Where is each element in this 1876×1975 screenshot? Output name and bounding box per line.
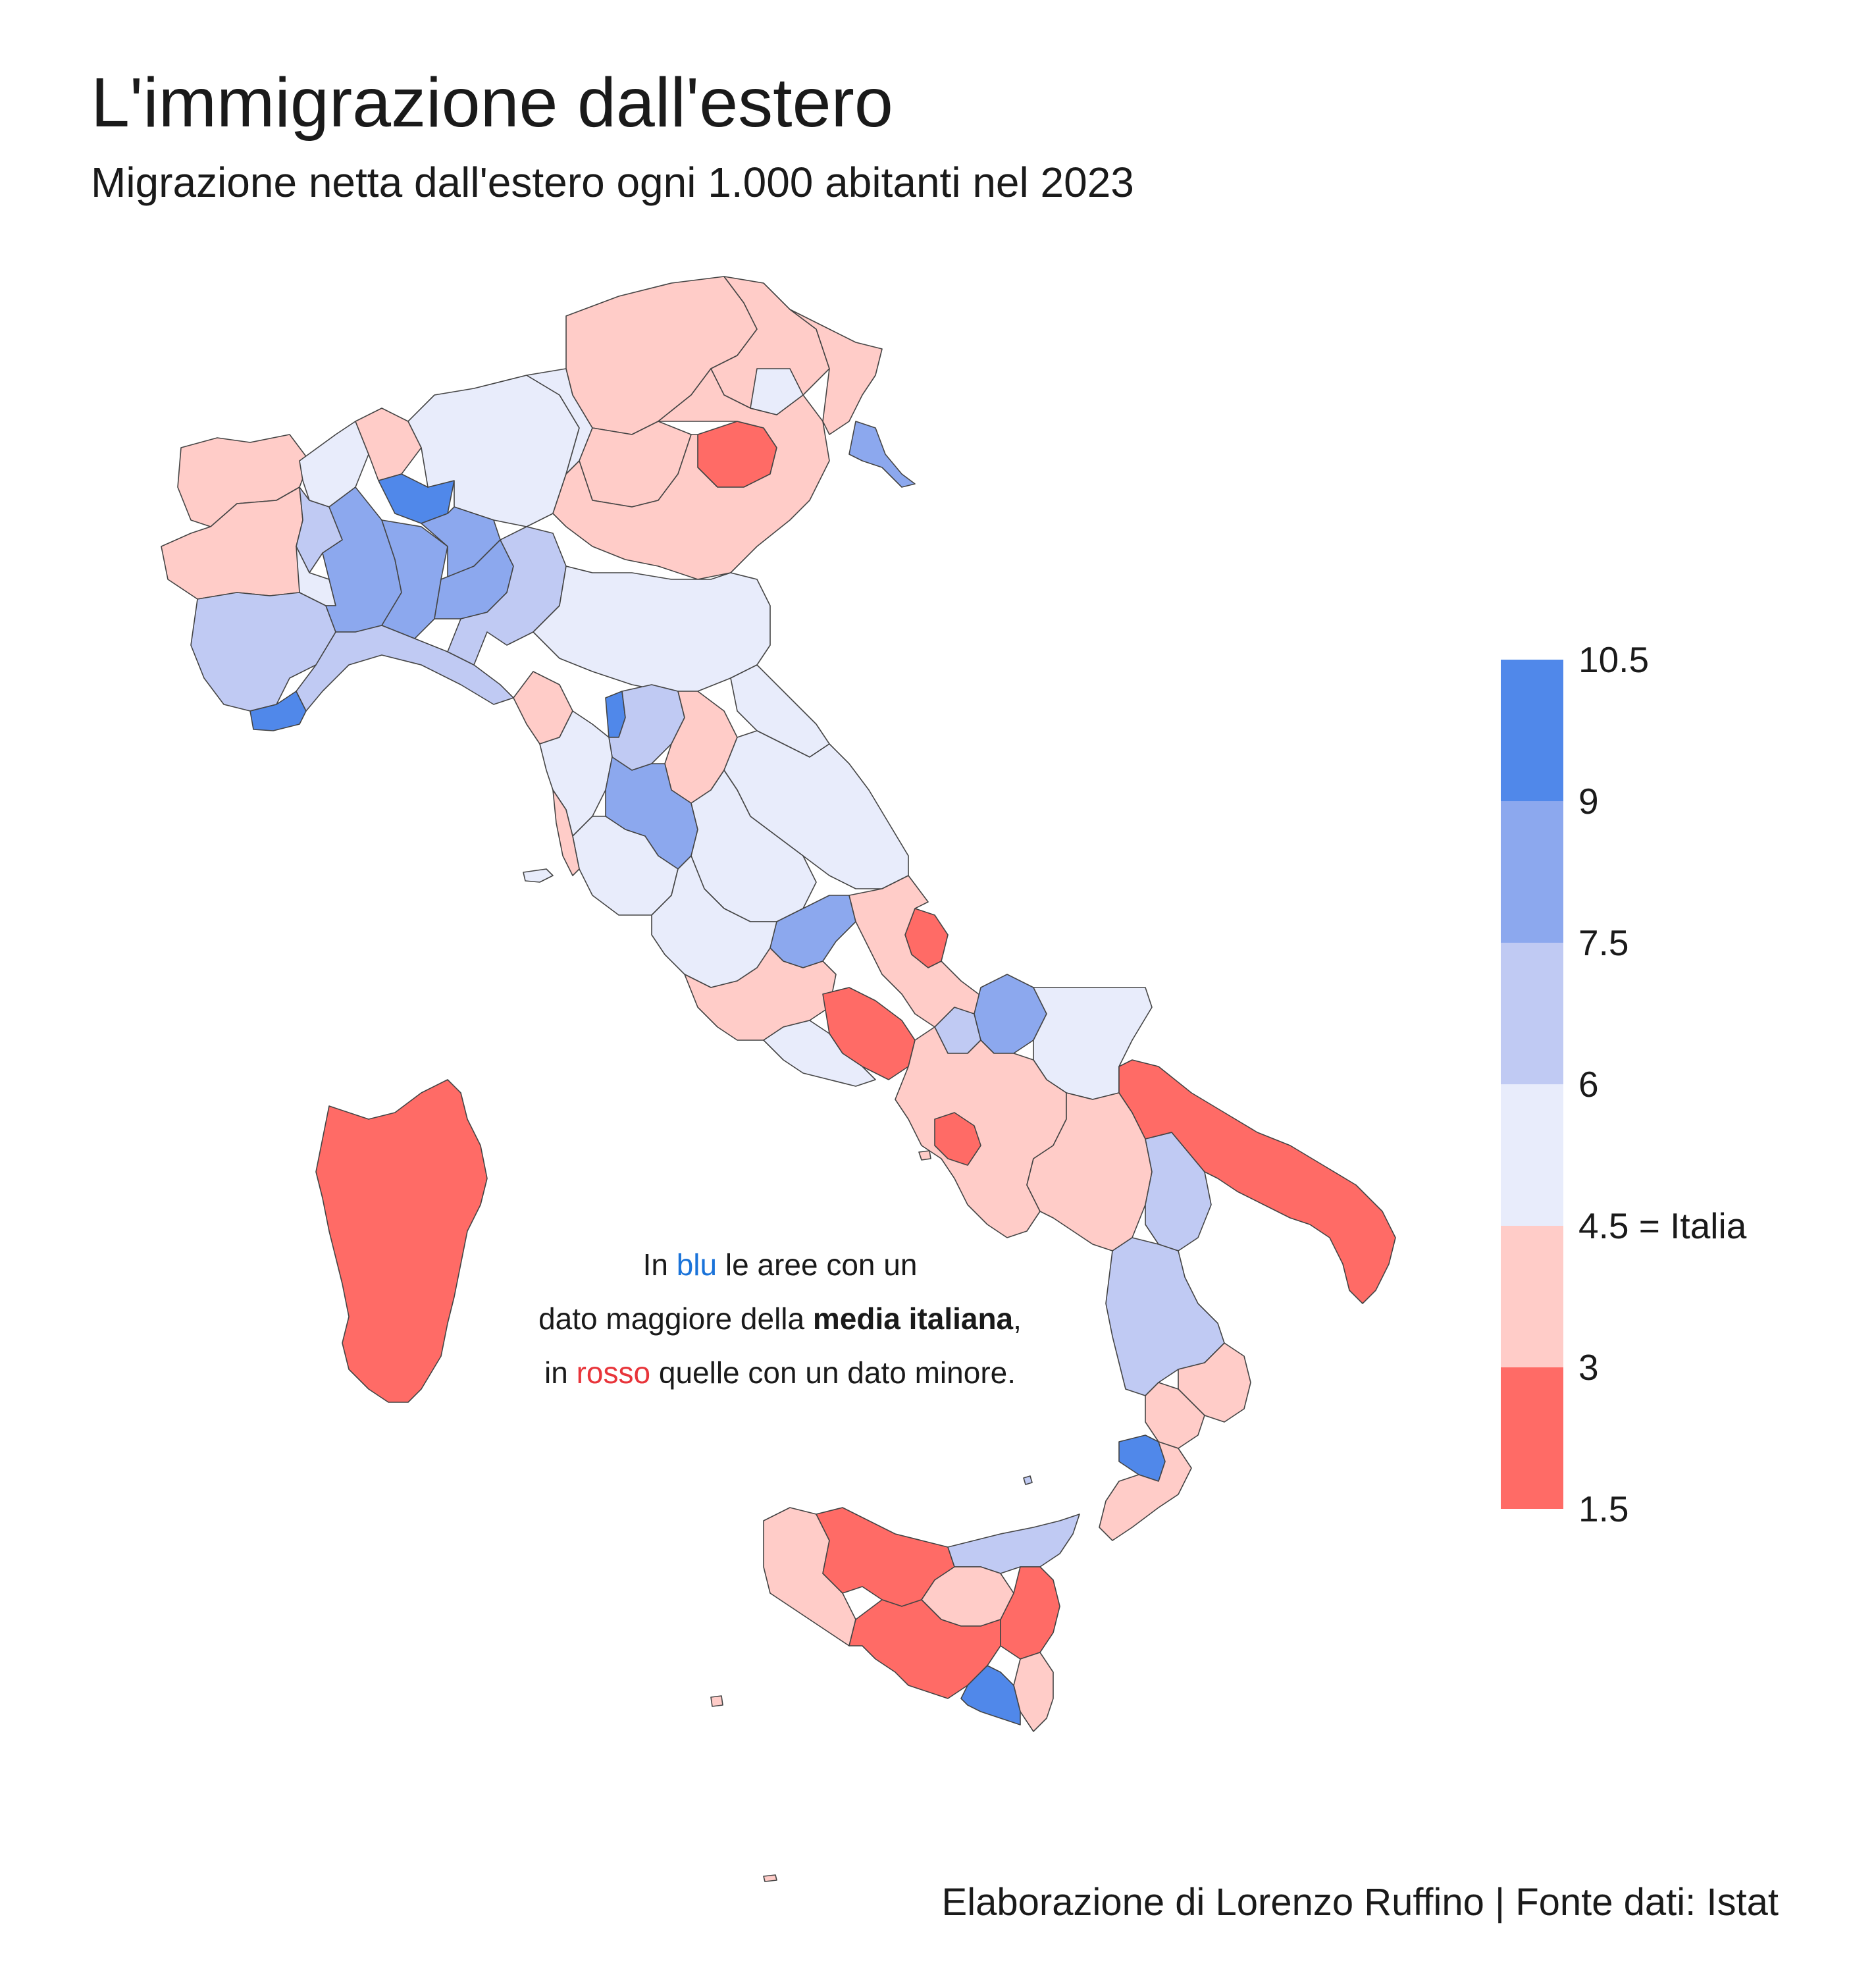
region-agrigento-red (848, 1599, 1001, 1699)
region-cuneo (190, 592, 336, 712)
region-udine (789, 309, 883, 435)
region-latina (763, 1020, 876, 1087)
legend-tick-label: 6 (1578, 1064, 1599, 1105)
region-catanzaro (1145, 1382, 1205, 1449)
legend-band (1501, 1367, 1563, 1509)
region-messina (947, 1514, 1080, 1574)
annotation-rosso: rosso (576, 1356, 651, 1390)
region-trieste (848, 421, 916, 488)
annotation-line-3: in rosso quelle con un dato minore. (544, 1356, 1016, 1390)
map-annotation: In blu le aree con un dato maggiore dell… (408, 1238, 1152, 1400)
legend-tick-label: 3 (1578, 1347, 1599, 1388)
region-parma (447, 526, 567, 666)
annotation-line-1: In blu le aree con un (642, 1248, 918, 1282)
region-imperia (249, 691, 307, 731)
region-puglia (1118, 1059, 1396, 1304)
region-ragusa (960, 1665, 1021, 1725)
legend-band (1501, 1084, 1563, 1226)
legend-band (1501, 801, 1563, 943)
island-lampedusa (763, 1874, 777, 1882)
island-ischia (918, 1150, 931, 1161)
region-milano (378, 473, 455, 524)
region-novara (322, 487, 402, 633)
legend-tick-label: 7.5 (1578, 922, 1629, 963)
source-credit: Elaborazione di Lorenzo Ruffino | Fonte … (941, 1881, 1779, 1924)
region-campobasso (974, 974, 1047, 1054)
legend-tick-label: 9 (1578, 781, 1599, 822)
region-pordenone (750, 368, 804, 415)
legend-band (1501, 1226, 1563, 1367)
region-catania-red (1000, 1566, 1060, 1660)
island-pantelleria (710, 1695, 723, 1707)
island-lipari (1023, 1475, 1033, 1485)
legend-tick-label: 4.5 = Italia (1578, 1205, 1747, 1246)
region-alessandria (381, 519, 448, 639)
region-livorno (552, 789, 580, 876)
region-varese (355, 408, 422, 481)
legend-band (1501, 943, 1563, 1084)
annotation-line-2: dato maggiore della media italiana, (538, 1302, 1022, 1336)
region-sardinia (315, 1079, 488, 1403)
map-subtitle: Migrazione netta dall'estero ogni 1.000 … (91, 159, 1134, 206)
map-title: L'immigrazione dall'estero (91, 64, 893, 142)
annotation-blu: blu (676, 1248, 717, 1282)
region-liguria (296, 625, 514, 712)
region-reggio (1099, 1441, 1192, 1541)
annotation-bold: media italiana (812, 1302, 1014, 1336)
region-napoli (934, 1112, 981, 1166)
legend-band (1501, 660, 1563, 801)
island-elba (523, 868, 554, 883)
legend-tick-label: 1.5 (1578, 1488, 1629, 1529)
color-legend: 10.5 9 7.5 6 4.5 = Italia 3 1.5 (1501, 639, 1746, 1529)
region-emilia (533, 566, 771, 692)
legend-tick-label: 10.5 (1578, 639, 1650, 680)
region-lazio-south (684, 947, 837, 1041)
